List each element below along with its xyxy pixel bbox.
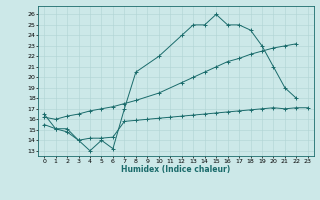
X-axis label: Humidex (Indice chaleur): Humidex (Indice chaleur)	[121, 165, 231, 174]
